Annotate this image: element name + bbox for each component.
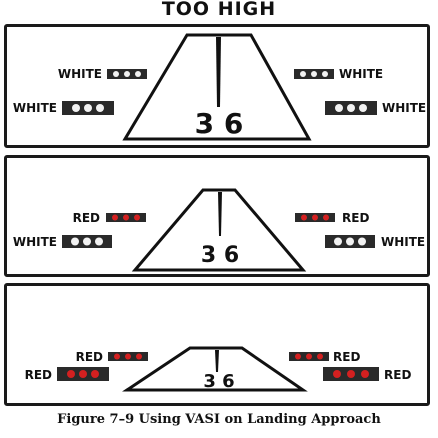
vasi-light-bar-left-lower (62, 235, 112, 248)
white-lamp (95, 237, 103, 246)
white-lamp (83, 237, 91, 246)
panel-title-too-high: TOO HIGH (161, 0, 277, 20)
white-lamp (72, 104, 80, 112)
red-lamp (136, 353, 142, 360)
vasi-scene-too-high: 3 6 WHITE WHITE WHITE WHITE (13, 33, 426, 141)
light-label-left-lower: WHITE (13, 235, 57, 249)
light-label-left-upper: RED (73, 211, 100, 225)
vasi-scene-too-low: 3 6 RED RED RED RED (25, 346, 411, 392)
vasi-light-bar-right-upper (289, 352, 329, 361)
white-lamp (135, 71, 141, 77)
red-lamp (125, 353, 131, 360)
panel-too-low: 3 6 RED RED RED RED (4, 283, 430, 406)
red-lamp (317, 353, 323, 360)
white-lamp (359, 104, 367, 112)
vasi-light-bar-left-upper (108, 352, 148, 361)
vasi-light-bar-right-lower (325, 235, 375, 248)
light-label-left-upper: RED (76, 350, 103, 364)
white-lamp (311, 71, 317, 77)
runway-centerline (216, 37, 221, 107)
white-lamp (347, 104, 355, 112)
white-lamp (300, 71, 306, 77)
vasi-light-bar-left-upper (107, 69, 147, 79)
light-label-right-upper: RED (342, 211, 369, 225)
light-label-right-lower: WHITE (382, 101, 426, 115)
white-lamp (124, 71, 130, 77)
red-lamp (361, 370, 369, 378)
white-lamp (96, 104, 104, 112)
red-lamp (123, 214, 129, 221)
runway (122, 346, 308, 392)
runway-number: 3 6 (203, 371, 234, 392)
red-lamp (312, 214, 318, 221)
red-lamp (301, 214, 307, 221)
white-lamp (334, 237, 342, 246)
vasi-light-bar-left-lower (57, 367, 109, 381)
red-lamp (333, 370, 341, 378)
vasi-light-bar-right-upper (294, 69, 334, 79)
runway-centerline (218, 192, 222, 236)
white-lamp (71, 237, 79, 246)
light-label-left-lower: RED (25, 368, 52, 382)
runway-number: 3 6 (195, 107, 244, 140)
light-label-right-lower: RED (384, 368, 411, 382)
white-lamp (358, 237, 366, 246)
white-lamp (335, 104, 343, 112)
light-label-left-lower: WHITE (13, 101, 57, 115)
white-lamp (113, 71, 119, 77)
runway-number: 3 6 (201, 243, 239, 268)
red-lamp (323, 214, 329, 221)
vasi-light-bar-left-upper (106, 213, 146, 222)
vasi-scene-on-approach: 3 6 RED WHITE RED WHITE (13, 188, 425, 272)
red-lamp (306, 353, 312, 360)
runway-centerline (215, 350, 219, 372)
panel-on-approach-slope: 3 6 RED WHITE RED WHITE (4, 155, 430, 277)
red-lamp (91, 370, 99, 378)
red-lamp (295, 353, 301, 360)
vasi-light-bar-right-upper (295, 213, 335, 222)
light-label-right-upper: WHITE (339, 67, 383, 81)
light-label-right-upper: RED (333, 350, 360, 364)
red-lamp (79, 370, 87, 378)
vasi-light-bar-right-lower (323, 367, 379, 381)
light-label-left-upper: WHITE (58, 67, 102, 81)
figure-caption: Figure 7–9 Using VASI on Landing Approac… (57, 412, 381, 427)
vasi-light-bar-right-lower (325, 101, 377, 115)
red-lamp (67, 370, 75, 378)
white-lamp (346, 237, 354, 246)
red-lamp (347, 370, 355, 378)
light-label-right-lower: WHITE (381, 235, 425, 249)
red-lamp (134, 214, 140, 221)
red-lamp (112, 214, 118, 221)
vasi-light-bar-left-lower (62, 101, 114, 115)
red-lamp (114, 353, 120, 360)
white-lamp (322, 71, 328, 77)
white-lamp (84, 104, 92, 112)
panel-too-high: 3 6 WHITE WHITE WHITE WHITE (4, 24, 430, 148)
